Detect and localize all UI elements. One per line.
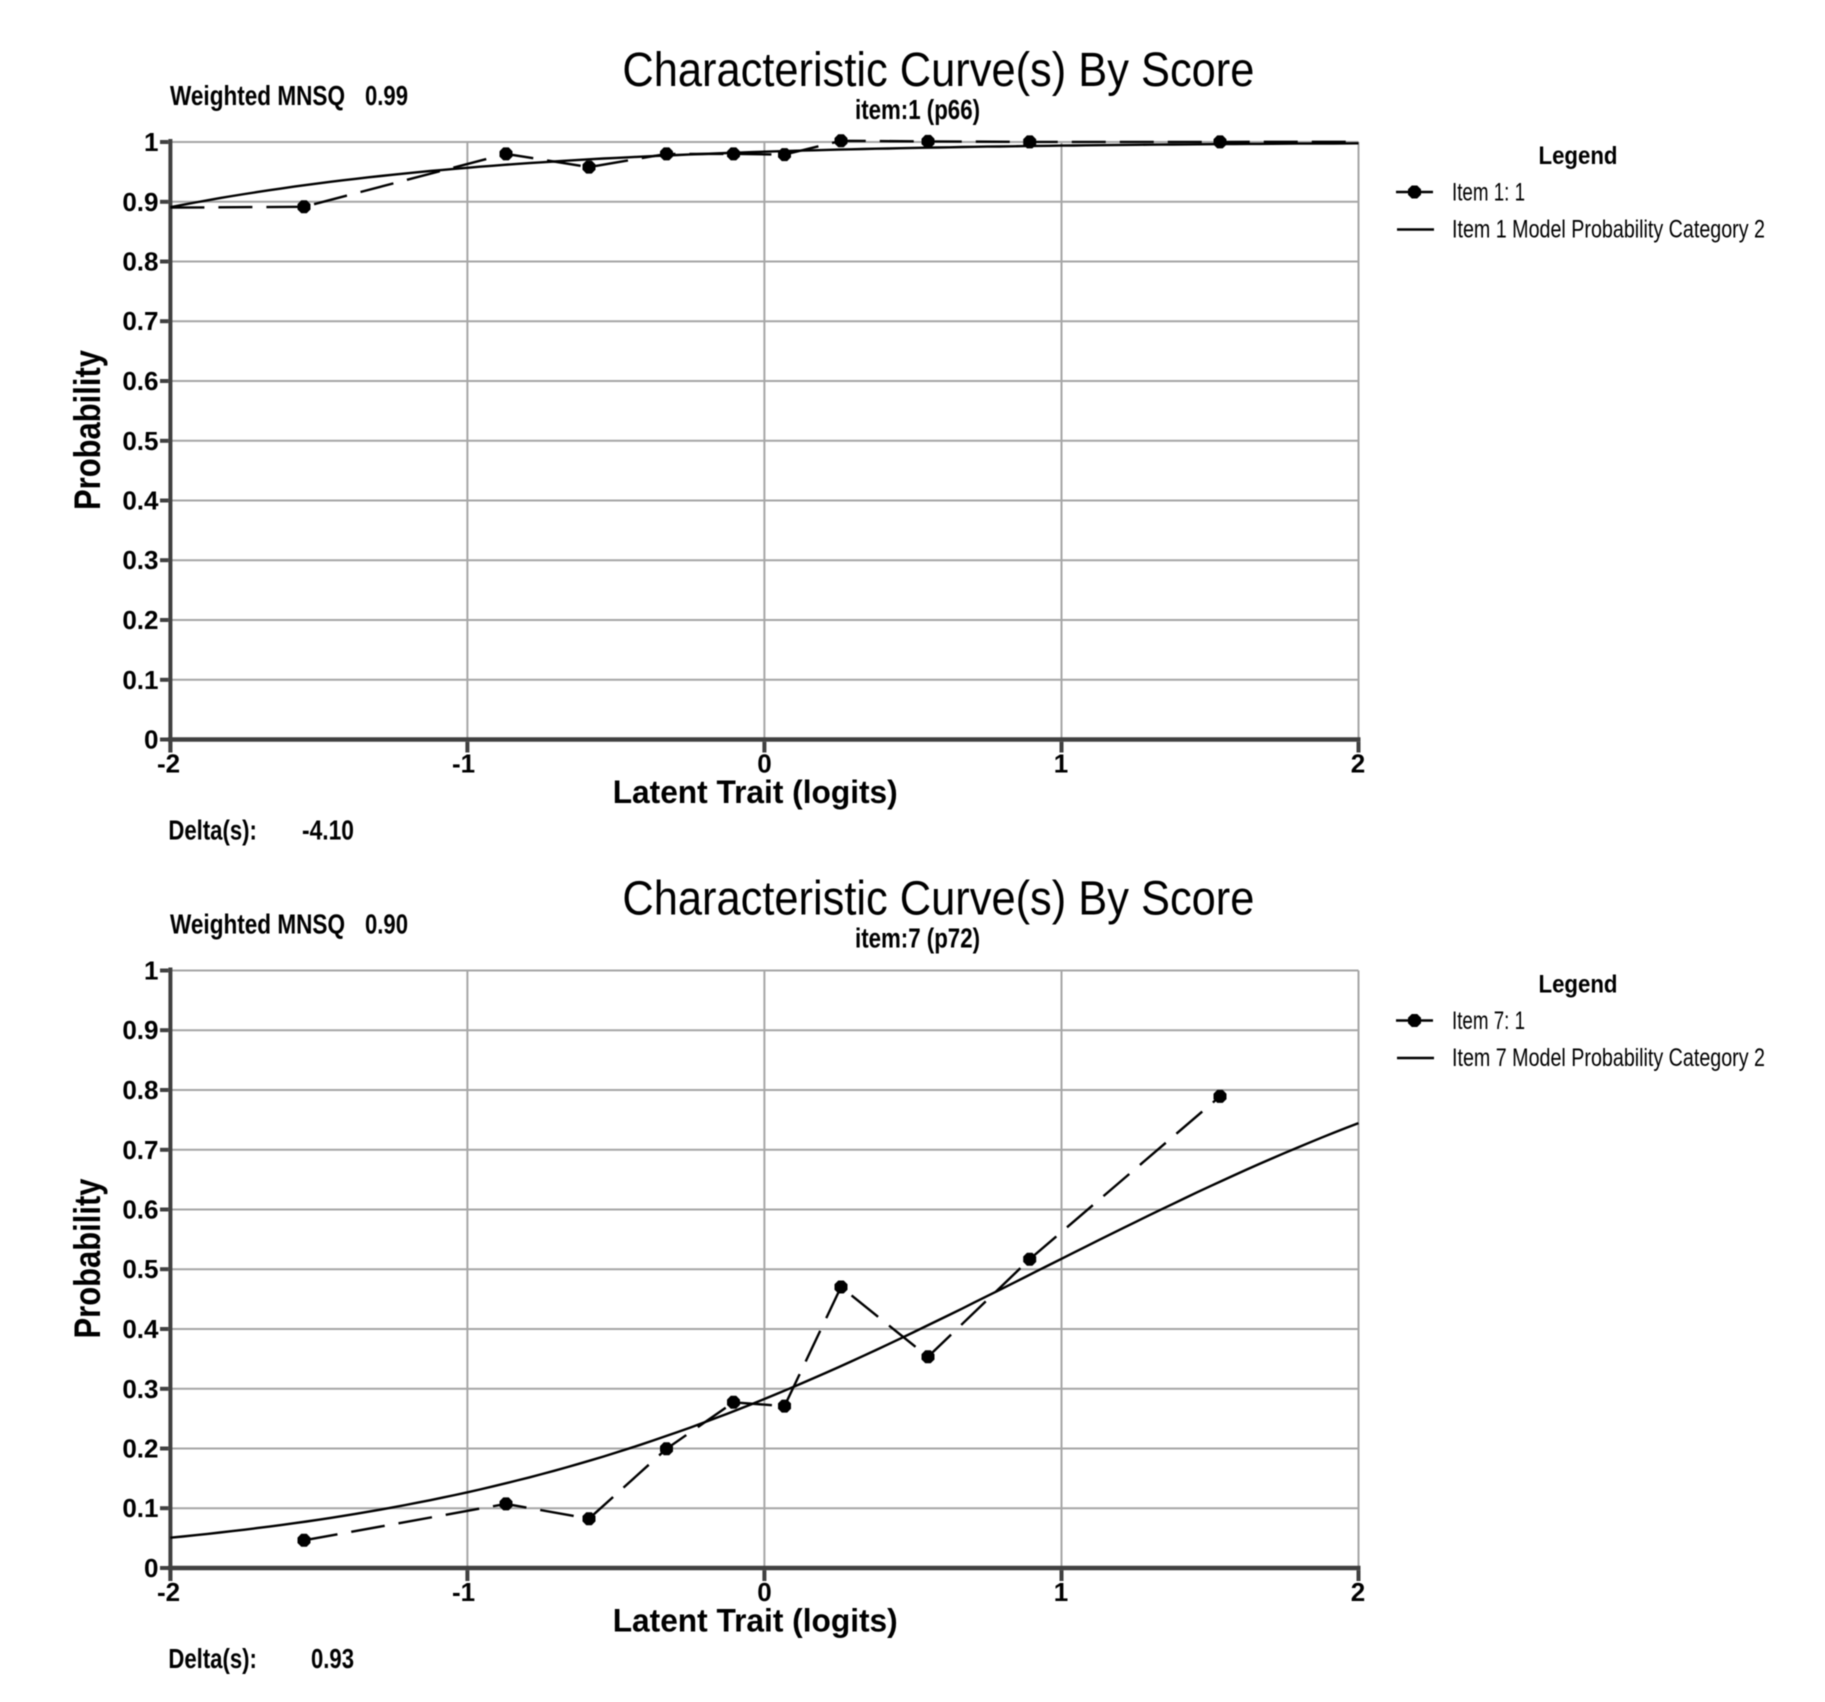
svg-text:Item 1 Model Probability Categ: Item 1 Model Probability Category 2 <box>1452 216 1765 244</box>
svg-text:0.6: 0.6 <box>122 366 158 396</box>
svg-text:-4.10: -4.10 <box>302 815 354 846</box>
svg-text:0: 0 <box>144 725 158 755</box>
svg-text:Item 1: 1: Item 1: 1 <box>1452 179 1525 207</box>
svg-text:1: 1 <box>1054 1577 1068 1607</box>
svg-text:Latent Trait (logits): Latent Trait (logits) <box>613 1603 898 1639</box>
svg-text:Weighted MNSQ: Weighted MNSQ <box>170 80 345 111</box>
svg-text:0.1: 0.1 <box>122 665 158 695</box>
svg-text:2: 2 <box>1351 749 1365 779</box>
svg-text:Item 7 Model Probability Categ: Item 7 Model Probability Category 2 <box>1452 1044 1765 1072</box>
svg-text:1: 1 <box>144 127 158 157</box>
svg-text:0.6: 0.6 <box>122 1195 158 1225</box>
svg-text:0.99: 0.99 <box>365 80 408 111</box>
svg-text:0: 0 <box>757 1577 771 1607</box>
svg-text:1: 1 <box>1054 749 1068 779</box>
svg-text:0.90: 0.90 <box>365 909 408 940</box>
svg-text:0.5: 0.5 <box>122 426 158 456</box>
svg-text:Weighted MNSQ: Weighted MNSQ <box>170 909 345 940</box>
svg-text:0.93: 0.93 <box>311 1643 354 1674</box>
svg-text:Legend: Legend <box>1539 142 1618 170</box>
svg-text:0.7: 0.7 <box>122 1135 158 1165</box>
svg-text:Latent Trait (logits): Latent Trait (logits) <box>613 774 898 810</box>
svg-text:Probability: Probability <box>67 350 108 510</box>
svg-text:2: 2 <box>1351 1577 1365 1607</box>
svg-text:0.9: 0.9 <box>122 1015 158 1045</box>
svg-text:0.8: 0.8 <box>122 1075 158 1105</box>
svg-text:0.3: 0.3 <box>122 545 158 575</box>
svg-text:-2: -2 <box>157 749 180 779</box>
svg-text:0: 0 <box>144 1553 158 1583</box>
svg-text:0.4: 0.4 <box>122 486 159 516</box>
svg-text:item:1 (p66): item:1 (p66) <box>855 94 980 125</box>
svg-text:Characteristic Curve(s) By Sco: Characteristic Curve(s) By Score <box>622 43 1254 97</box>
svg-text:-1: -1 <box>452 749 475 779</box>
svg-text:-1: -1 <box>452 1577 475 1607</box>
svg-text:Delta(s):: Delta(s): <box>168 815 257 846</box>
svg-text:item:7 (p72): item:7 (p72) <box>855 923 980 954</box>
svg-text:-2: -2 <box>157 1577 180 1607</box>
svg-text:0.8: 0.8 <box>122 247 158 277</box>
svg-text:0.1: 0.1 <box>122 1493 158 1523</box>
svg-text:Delta(s):: Delta(s): <box>168 1643 257 1674</box>
svg-text:Legend: Legend <box>1539 971 1618 999</box>
svg-text:1: 1 <box>144 956 158 986</box>
svg-text:0.3: 0.3 <box>122 1374 158 1404</box>
svg-text:Item 7: 1: Item 7: 1 <box>1452 1007 1525 1035</box>
svg-text:0.9: 0.9 <box>122 187 158 217</box>
svg-text:0.4: 0.4 <box>122 1314 159 1344</box>
svg-text:0: 0 <box>757 749 771 779</box>
svg-text:0.2: 0.2 <box>122 605 158 635</box>
svg-text:0.7: 0.7 <box>122 306 158 336</box>
svg-text:Characteristic Curve(s) By Sco: Characteristic Curve(s) By Score <box>622 872 1254 926</box>
svg-text:0.5: 0.5 <box>122 1254 158 1284</box>
svg-text:0.2: 0.2 <box>122 1434 158 1464</box>
svg-text:Probability: Probability <box>67 1178 108 1338</box>
